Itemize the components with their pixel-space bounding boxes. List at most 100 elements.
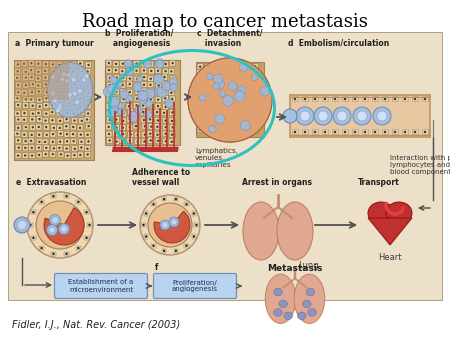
Circle shape bbox=[205, 121, 207, 124]
Ellipse shape bbox=[303, 300, 311, 308]
Circle shape bbox=[59, 132, 62, 135]
Circle shape bbox=[228, 81, 237, 90]
Circle shape bbox=[164, 132, 167, 135]
FancyBboxPatch shape bbox=[36, 110, 41, 116]
FancyBboxPatch shape bbox=[86, 123, 92, 129]
Circle shape bbox=[17, 70, 19, 73]
Circle shape bbox=[66, 147, 68, 150]
Circle shape bbox=[344, 98, 346, 100]
FancyBboxPatch shape bbox=[151, 243, 156, 248]
Circle shape bbox=[248, 64, 251, 66]
Circle shape bbox=[150, 70, 153, 72]
Circle shape bbox=[114, 132, 117, 134]
Circle shape bbox=[37, 77, 39, 79]
FancyBboxPatch shape bbox=[126, 67, 132, 73]
Circle shape bbox=[37, 71, 40, 73]
Circle shape bbox=[216, 80, 225, 89]
Circle shape bbox=[205, 78, 208, 81]
Circle shape bbox=[137, 84, 139, 86]
FancyBboxPatch shape bbox=[246, 69, 252, 75]
Circle shape bbox=[324, 98, 326, 100]
FancyBboxPatch shape bbox=[8, 32, 442, 300]
FancyBboxPatch shape bbox=[135, 82, 141, 88]
Circle shape bbox=[255, 79, 258, 82]
FancyBboxPatch shape bbox=[30, 81, 36, 87]
FancyBboxPatch shape bbox=[162, 197, 166, 201]
Circle shape bbox=[384, 98, 386, 100]
FancyBboxPatch shape bbox=[79, 69, 85, 74]
FancyBboxPatch shape bbox=[312, 97, 319, 101]
FancyBboxPatch shape bbox=[162, 95, 168, 101]
Circle shape bbox=[72, 91, 77, 96]
Circle shape bbox=[116, 111, 118, 114]
Circle shape bbox=[198, 107, 201, 109]
FancyBboxPatch shape bbox=[239, 64, 246, 70]
Circle shape bbox=[155, 58, 164, 68]
Circle shape bbox=[188, 58, 272, 142]
Circle shape bbox=[234, 91, 245, 102]
Circle shape bbox=[228, 81, 237, 90]
Circle shape bbox=[79, 62, 81, 65]
Circle shape bbox=[17, 127, 19, 129]
Circle shape bbox=[220, 65, 222, 67]
FancyBboxPatch shape bbox=[148, 124, 154, 129]
FancyBboxPatch shape bbox=[252, 64, 258, 70]
Ellipse shape bbox=[274, 309, 282, 316]
FancyBboxPatch shape bbox=[413, 129, 419, 135]
FancyBboxPatch shape bbox=[43, 61, 49, 67]
FancyBboxPatch shape bbox=[43, 102, 49, 108]
FancyBboxPatch shape bbox=[247, 126, 252, 132]
Circle shape bbox=[157, 105, 159, 107]
Circle shape bbox=[79, 97, 81, 100]
Circle shape bbox=[213, 106, 216, 109]
Circle shape bbox=[128, 105, 130, 107]
Circle shape bbox=[130, 111, 132, 113]
FancyBboxPatch shape bbox=[107, 138, 112, 143]
Circle shape bbox=[136, 134, 139, 136]
FancyBboxPatch shape bbox=[423, 97, 428, 101]
Circle shape bbox=[31, 147, 33, 149]
FancyBboxPatch shape bbox=[238, 90, 245, 96]
Circle shape bbox=[79, 127, 81, 129]
Circle shape bbox=[58, 104, 63, 109]
FancyBboxPatch shape bbox=[21, 90, 27, 96]
Circle shape bbox=[414, 131, 416, 133]
FancyBboxPatch shape bbox=[134, 117, 140, 123]
Circle shape bbox=[199, 100, 202, 103]
Circle shape bbox=[17, 84, 19, 86]
FancyBboxPatch shape bbox=[87, 223, 92, 227]
FancyBboxPatch shape bbox=[79, 118, 85, 124]
Circle shape bbox=[30, 140, 32, 142]
FancyBboxPatch shape bbox=[23, 82, 29, 88]
Circle shape bbox=[136, 140, 139, 143]
Circle shape bbox=[45, 97, 48, 99]
Circle shape bbox=[66, 70, 68, 73]
Circle shape bbox=[235, 128, 237, 130]
FancyBboxPatch shape bbox=[14, 95, 20, 101]
Ellipse shape bbox=[274, 288, 282, 296]
FancyBboxPatch shape bbox=[78, 139, 85, 145]
FancyBboxPatch shape bbox=[162, 131, 169, 137]
FancyBboxPatch shape bbox=[144, 234, 148, 239]
FancyBboxPatch shape bbox=[238, 98, 245, 104]
Circle shape bbox=[59, 84, 62, 87]
Circle shape bbox=[247, 115, 249, 117]
Circle shape bbox=[72, 77, 74, 79]
Circle shape bbox=[199, 94, 206, 101]
Circle shape bbox=[17, 104, 19, 106]
Circle shape bbox=[129, 126, 131, 129]
FancyBboxPatch shape bbox=[64, 194, 69, 198]
FancyBboxPatch shape bbox=[28, 138, 34, 144]
FancyBboxPatch shape bbox=[50, 74, 56, 80]
FancyBboxPatch shape bbox=[85, 69, 90, 75]
FancyBboxPatch shape bbox=[42, 68, 48, 74]
Circle shape bbox=[156, 63, 158, 66]
Circle shape bbox=[80, 141, 83, 143]
Circle shape bbox=[164, 97, 166, 100]
Circle shape bbox=[248, 85, 250, 87]
Circle shape bbox=[260, 86, 270, 96]
Circle shape bbox=[157, 98, 159, 101]
FancyBboxPatch shape bbox=[168, 90, 174, 96]
Circle shape bbox=[213, 83, 220, 90]
Circle shape bbox=[31, 154, 33, 157]
